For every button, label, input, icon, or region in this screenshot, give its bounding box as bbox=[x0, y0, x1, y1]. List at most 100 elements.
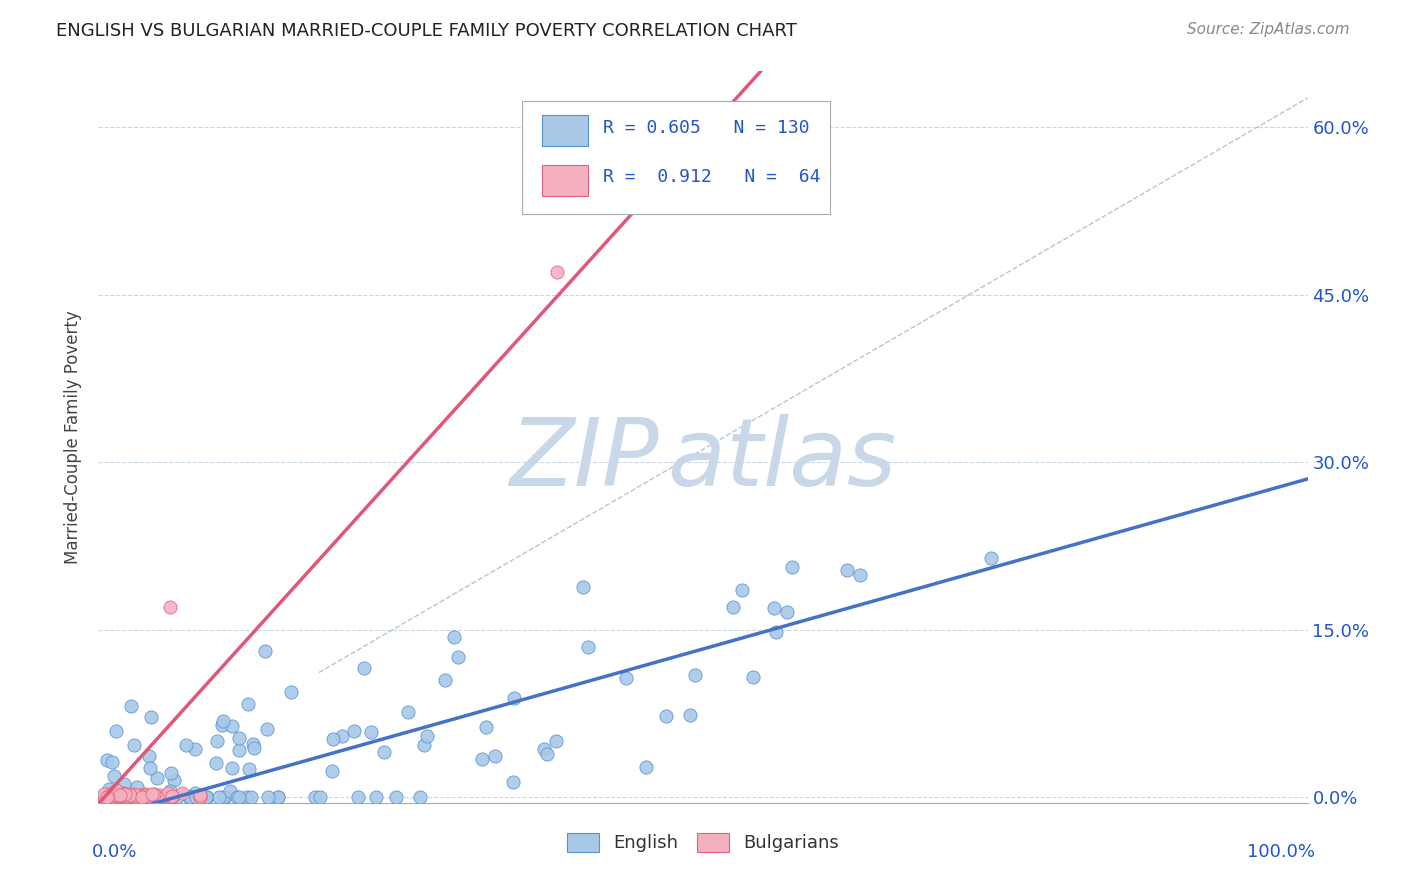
Point bbox=[330, 729, 353, 743]
Point bbox=[226, 790, 249, 805]
Point bbox=[124, 790, 146, 805]
FancyBboxPatch shape bbox=[522, 101, 830, 214]
Point bbox=[112, 787, 135, 801]
Point bbox=[122, 790, 145, 805]
Point bbox=[162, 789, 184, 804]
Point bbox=[780, 560, 803, 574]
Text: R =  0.912   N =  64: R = 0.912 N = 64 bbox=[603, 169, 820, 186]
Point bbox=[267, 790, 290, 805]
Point bbox=[101, 789, 124, 803]
Point bbox=[131, 790, 153, 805]
FancyBboxPatch shape bbox=[543, 165, 588, 195]
Point bbox=[546, 265, 568, 279]
Point bbox=[110, 789, 132, 803]
Point bbox=[101, 789, 124, 803]
FancyBboxPatch shape bbox=[543, 115, 588, 146]
Point bbox=[309, 790, 332, 805]
Point bbox=[536, 747, 558, 761]
Point bbox=[533, 742, 555, 756]
Point bbox=[267, 790, 290, 805]
Point bbox=[114, 790, 136, 805]
Point bbox=[211, 718, 233, 732]
Point bbox=[114, 787, 136, 801]
Point bbox=[503, 691, 526, 706]
Point bbox=[127, 790, 149, 805]
Point bbox=[546, 734, 568, 748]
Point bbox=[103, 788, 125, 802]
Point bbox=[96, 790, 118, 805]
Point bbox=[142, 787, 165, 801]
Point bbox=[104, 789, 127, 804]
Point bbox=[138, 748, 160, 763]
Point bbox=[221, 718, 243, 732]
Point bbox=[163, 772, 186, 787]
Point bbox=[134, 787, 156, 801]
Point bbox=[447, 649, 470, 664]
Y-axis label: Married-Couple Family Poverty: Married-Couple Family Poverty bbox=[65, 310, 83, 564]
Point bbox=[184, 790, 207, 805]
Point bbox=[135, 790, 157, 805]
Point bbox=[127, 789, 149, 804]
Point bbox=[107, 790, 129, 805]
Point bbox=[322, 731, 344, 746]
Point bbox=[238, 762, 260, 776]
Point bbox=[321, 764, 343, 778]
Point bbox=[104, 789, 127, 804]
Point bbox=[159, 790, 181, 805]
Point bbox=[576, 640, 599, 654]
Point bbox=[205, 756, 228, 770]
Point bbox=[160, 790, 183, 805]
Point bbox=[149, 789, 172, 804]
Point bbox=[776, 605, 799, 619]
Point bbox=[280, 685, 302, 699]
Point bbox=[347, 790, 370, 805]
Point bbox=[634, 759, 657, 773]
Point bbox=[112, 789, 135, 804]
Text: Source: ZipAtlas.com: Source: ZipAtlas.com bbox=[1187, 22, 1350, 37]
Point bbox=[125, 789, 148, 803]
Point bbox=[835, 562, 858, 576]
Point bbox=[146, 789, 169, 804]
Point bbox=[103, 769, 125, 783]
Point bbox=[121, 787, 143, 801]
Point bbox=[416, 729, 439, 743]
Point bbox=[96, 753, 118, 767]
Point bbox=[184, 786, 207, 800]
Point bbox=[110, 788, 132, 802]
Point bbox=[166, 790, 188, 805]
Point bbox=[396, 706, 419, 720]
Point bbox=[122, 738, 145, 752]
Point bbox=[139, 790, 162, 805]
Point bbox=[110, 790, 132, 805]
Point bbox=[484, 749, 506, 764]
Point bbox=[121, 790, 143, 805]
Point bbox=[228, 731, 250, 745]
Point bbox=[235, 790, 257, 805]
Point bbox=[188, 789, 211, 804]
Text: ZIP atlas: ZIP atlas bbox=[509, 414, 897, 505]
Point bbox=[765, 624, 787, 639]
Point bbox=[117, 789, 139, 803]
Point bbox=[105, 788, 128, 802]
Point bbox=[118, 788, 141, 802]
Point bbox=[138, 790, 160, 805]
Point bbox=[131, 790, 153, 805]
Point bbox=[172, 786, 194, 800]
Point bbox=[180, 790, 202, 805]
Point bbox=[614, 671, 637, 685]
Point bbox=[105, 788, 128, 802]
Point bbox=[353, 661, 375, 675]
Point bbox=[187, 790, 209, 805]
Point bbox=[762, 600, 785, 615]
Point bbox=[195, 790, 218, 805]
Point bbox=[104, 790, 127, 805]
Point bbox=[124, 789, 146, 804]
Point bbox=[96, 790, 118, 805]
Point bbox=[136, 789, 159, 803]
Point bbox=[114, 787, 136, 801]
Point bbox=[145, 790, 167, 805]
Point bbox=[239, 790, 262, 805]
Point bbox=[160, 790, 183, 805]
Point bbox=[127, 790, 149, 805]
Point bbox=[221, 761, 243, 775]
